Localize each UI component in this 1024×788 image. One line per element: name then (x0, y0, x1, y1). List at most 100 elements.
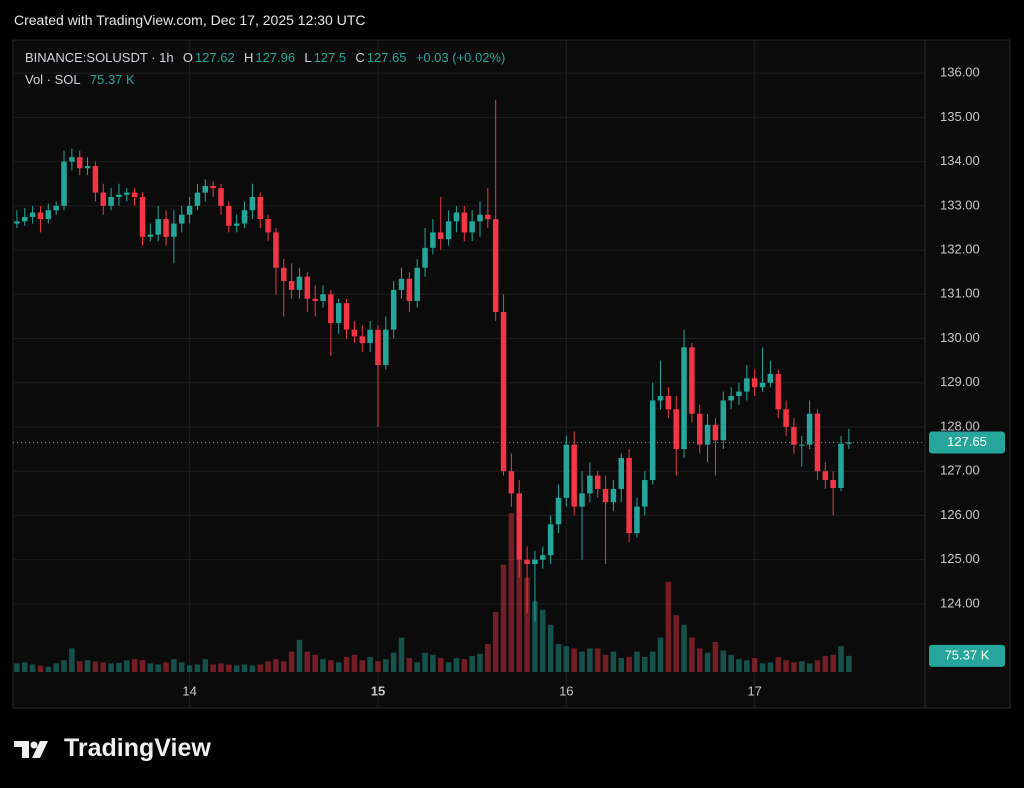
volume-bar (37, 665, 44, 672)
candle-body (830, 480, 836, 489)
volume-bar (453, 658, 460, 672)
y-tick-label: 125.00 (940, 551, 980, 566)
volume-bar (437, 658, 444, 672)
x-tick-label: 16 (559, 683, 573, 698)
volume-bar (281, 661, 287, 672)
candle-body (320, 294, 326, 301)
candle-body (116, 194, 122, 198)
volume-bar (116, 662, 122, 672)
volume-bar (265, 661, 271, 672)
volume-bar (139, 660, 146, 672)
candle-body (461, 212, 468, 233)
credit: Created with TradingView.com, Dec 17, 20… (14, 12, 366, 28)
y-tick-label: 124.00 (940, 595, 980, 610)
volume-bar (22, 662, 28, 672)
candle-body (587, 475, 593, 494)
volume-bar (367, 656, 373, 672)
low-label: L (304, 50, 312, 65)
candle-body (390, 289, 397, 330)
volume-bar (689, 637, 695, 672)
volume-bar (477, 653, 483, 672)
candle-body (108, 197, 114, 206)
y-tick-label: 128.00 (940, 418, 980, 433)
volume-bar (657, 637, 664, 672)
logo-icon (14, 740, 48, 758)
volume-bar (186, 665, 193, 672)
y-tick-label: 130.00 (940, 330, 980, 345)
candle-body (233, 223, 240, 226)
symbol: BINANCE:SOLUSDT · 1h (25, 50, 174, 65)
volume-bar (830, 654, 836, 672)
volume-bar (720, 650, 727, 672)
volume-bar (508, 513, 515, 672)
volume-bar (171, 659, 177, 672)
volume-bar (147, 663, 154, 672)
candle-body (563, 444, 570, 498)
last-price-label: 127.65 (947, 434, 987, 449)
candle-body (626, 457, 632, 534)
volume-bar (304, 651, 311, 672)
volume-bar (194, 664, 201, 672)
volume-bar (524, 577, 530, 672)
candle-body (736, 391, 742, 397)
high-value: 127.96 (255, 50, 296, 65)
volume-bar (822, 655, 829, 672)
candle-body (846, 442, 852, 444)
volume-bar (712, 641, 719, 672)
volume-bar (626, 656, 632, 672)
volume-bar (273, 659, 279, 672)
candle-body (634, 506, 640, 534)
candle-body (422, 247, 428, 268)
y-tick-label: 127.00 (940, 463, 980, 478)
candle-body (194, 192, 201, 206)
volume-bar (571, 648, 577, 672)
volume-bar (649, 651, 656, 672)
volume-bar (744, 660, 750, 672)
volume-bar (320, 659, 326, 672)
candle-body (610, 488, 617, 503)
candle-body (728, 396, 734, 401)
candle-body (602, 488, 609, 503)
volume-bar (29, 664, 36, 672)
candle-body (296, 276, 303, 290)
candle-body (312, 298, 318, 301)
candle-body (29, 212, 36, 217)
volume-bar (351, 654, 358, 672)
volume-bar (422, 652, 428, 672)
logo: TradingView (14, 734, 211, 763)
candle-body (445, 221, 452, 240)
volume-bar (131, 659, 138, 672)
volume-bar (241, 664, 248, 672)
volume-bar (751, 658, 758, 672)
volume-bar (312, 654, 318, 672)
candle-body (100, 192, 107, 206)
volume-bar (53, 663, 59, 672)
volume-bar (806, 663, 813, 672)
candle-body (453, 212, 460, 222)
volume-bar (233, 665, 240, 672)
candle-body (516, 493, 522, 560)
candle-body (437, 232, 444, 240)
candle-body (571, 444, 577, 507)
candle-body (218, 188, 224, 206)
candle-body (249, 197, 256, 211)
volume-bar (579, 651, 585, 672)
volume-bar (383, 659, 389, 672)
close-value: 127.65 (366, 50, 407, 65)
volume-bar (673, 615, 679, 672)
candle-body (783, 409, 789, 427)
candle-body (594, 475, 601, 489)
candle-body (822, 471, 829, 481)
volume-bar (642, 656, 648, 672)
y-tick-label: 131.00 (940, 286, 980, 301)
volume-bar (69, 648, 75, 672)
candle-body (657, 396, 664, 401)
volume-bar (634, 651, 640, 672)
x-tick-label: 14 (182, 683, 196, 698)
candle-body (547, 524, 554, 556)
volume-bar (398, 637, 405, 672)
volume-bar (430, 654, 436, 672)
candle-body (45, 210, 52, 220)
volume-bar (563, 646, 570, 672)
